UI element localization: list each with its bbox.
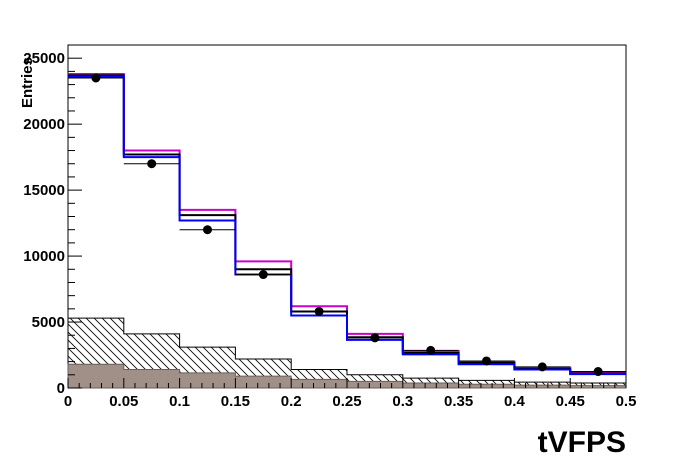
data-point: [68, 73, 124, 83]
x-tick-label: 0.25: [332, 393, 361, 410]
series-blue-line: [68, 75, 626, 376]
x-tick-label: 0.15: [221, 393, 250, 410]
x-tick-label: 0.45: [556, 393, 585, 410]
data-point: [347, 333, 403, 343]
data-point: [458, 356, 515, 366]
y-tick-label: 20000: [23, 116, 65, 133]
data-point: [235, 270, 292, 280]
x-tick-label: 0.2: [281, 393, 302, 410]
y-tick-label: 0: [57, 380, 65, 397]
y-tick-label: 25000: [23, 50, 65, 67]
data-point: [291, 306, 347, 316]
y-tick-label: 5000: [32, 314, 65, 331]
y-axis-title: Entries: [19, 57, 36, 108]
x-axis-title: tVFPS: [538, 426, 626, 459]
x-tick-label: 0.4: [504, 393, 526, 410]
data-point: [123, 159, 180, 169]
x-tick-label: 0.5: [616, 393, 637, 410]
x-tick-label: 0: [64, 393, 72, 410]
x-tick-label: 0.35: [444, 393, 473, 410]
y-tick-label: 10000: [23, 248, 65, 265]
x-tick-label: 0.05: [109, 393, 138, 410]
data-point: [570, 367, 626, 377]
data-point: [179, 225, 236, 235]
x-tick-label: 0.3: [392, 393, 413, 410]
y-tick-label: 15000: [23, 182, 65, 199]
x-tick-label: 0.1: [169, 393, 190, 410]
data-point: [514, 362, 571, 372]
data-point: [402, 345, 459, 355]
